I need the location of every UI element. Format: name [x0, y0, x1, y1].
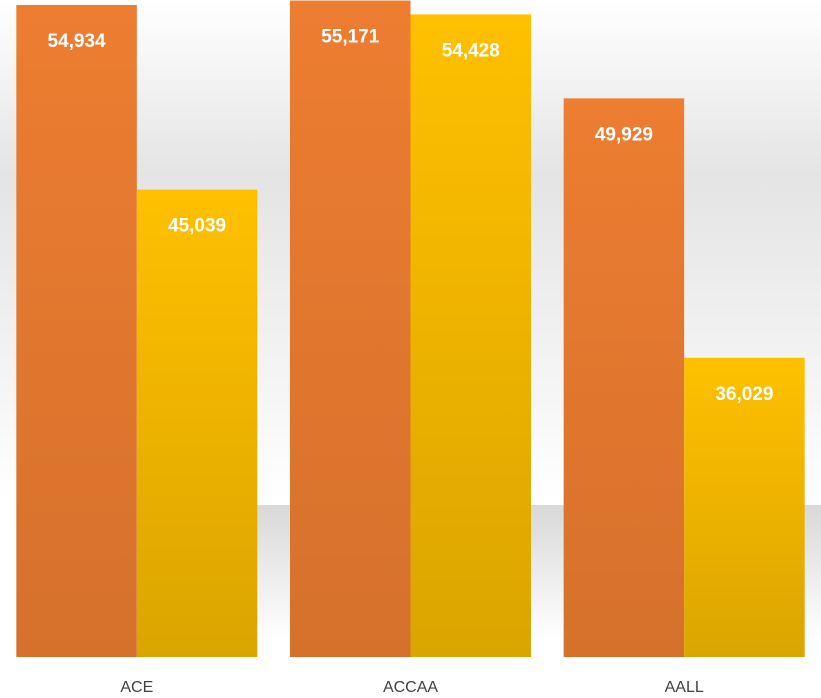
data-label: 54,934	[48, 31, 107, 52]
bar	[136, 189, 258, 657]
data-label: 49,929	[595, 124, 653, 145]
data-label: 54,428	[442, 40, 500, 61]
bar	[410, 14, 531, 658]
data-label: 45,039	[168, 216, 226, 237]
bar	[290, 0, 411, 658]
x-tick-label: ACE	[120, 679, 153, 696]
bar	[563, 98, 685, 657]
data-label: 36,029	[715, 384, 773, 405]
x-tick-label: AALL	[665, 679, 704, 696]
bar	[684, 357, 805, 657]
data-label: 55,171	[321, 27, 380, 48]
x-tick-label: ACCAA	[383, 679, 438, 696]
bar	[16, 4, 137, 657]
